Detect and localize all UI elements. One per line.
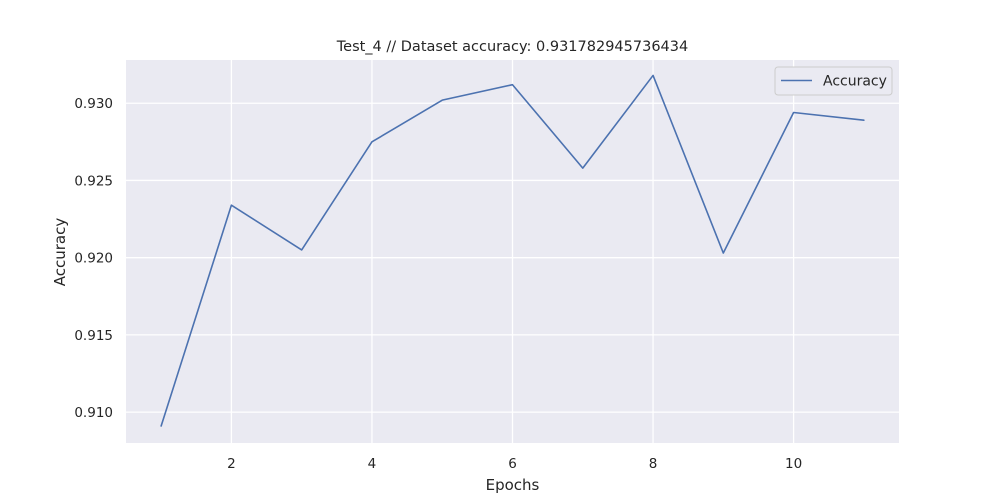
- legend-label-accuracy: Accuracy: [823, 74, 887, 90]
- x-axis-label: Epochs: [486, 476, 540, 494]
- y-axis-label: Accuracy: [51, 218, 69, 287]
- legend: Accuracy: [774, 66, 893, 96]
- x-axis-ticks: 2 4 6 8 10: [227, 456, 802, 472]
- y-tick-label: 0.920: [74, 251, 113, 267]
- x-tick-label: 2: [227, 456, 236, 472]
- y-tick-label: 0.910: [74, 405, 113, 421]
- x-tick-label: 10: [785, 456, 802, 472]
- y-tick-label: 0.915: [74, 328, 113, 344]
- chart-title: Test_4 // Dataset accuracy: 0.9317829457…: [336, 39, 688, 55]
- grid: [126, 60, 899, 443]
- legend-box: [774, 66, 893, 96]
- x-tick-label: 6: [508, 456, 517, 472]
- y-tick-label: 0.930: [74, 96, 113, 112]
- x-tick-label: 4: [368, 456, 377, 472]
- x-tick-label: 8: [649, 456, 658, 472]
- y-axis-ticks: 0.910 0.915 0.920 0.925 0.930: [74, 96, 113, 421]
- y-tick-label: 0.925: [74, 173, 113, 189]
- series-layer: [160, 74, 865, 427]
